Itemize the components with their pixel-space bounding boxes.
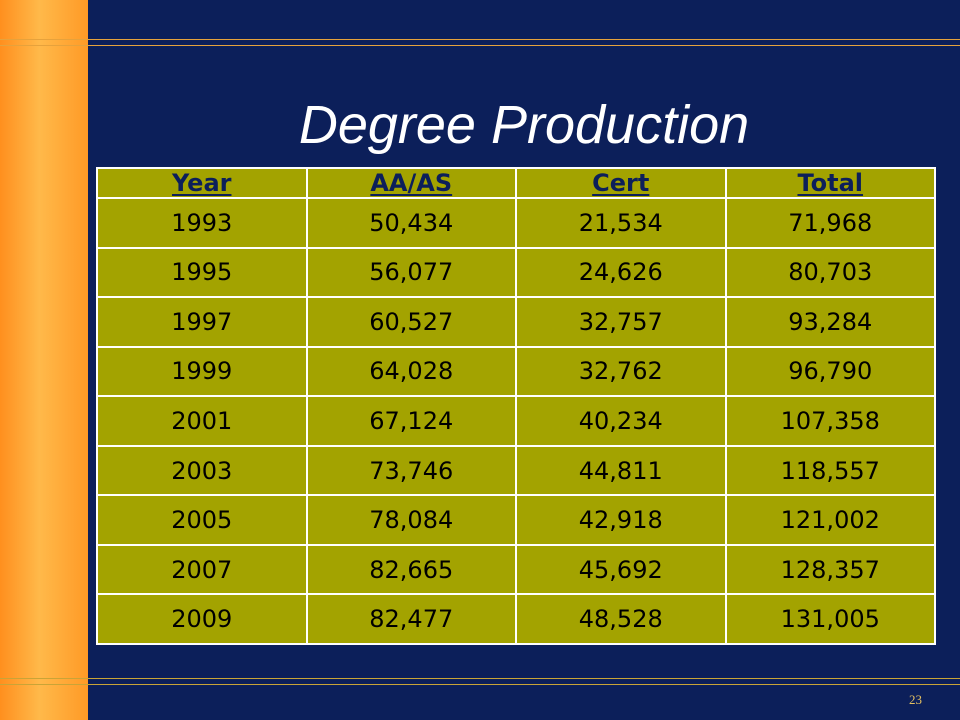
cell-year: 1999 [96,345,308,398]
table-header-row: Year AA/AS Cert Total [96,167,936,199]
degree-production-table: Year AA/AS Cert Total 1993 50,434 21,534… [96,167,936,645]
table-row: 1999 64,028 32,762 96,790 [96,345,936,398]
bottom-rule-1 [0,678,960,679]
cell-cert: 42,918 [515,494,727,546]
cell-cert: 40,234 [515,395,727,447]
cell-cert: 32,762 [515,345,727,398]
slide-title: Degree Production [298,95,750,155]
cell-year: 2003 [96,444,308,497]
cell-cert: 44,811 [515,444,727,497]
cell-cert: 32,757 [515,296,727,348]
bottom-rule-2 [0,684,960,685]
cell-aa-as: 50,434 [305,197,517,249]
header-year: Year [96,167,308,199]
cell-aa-as: 56,077 [305,246,517,299]
degree-table-container: Year AA/AS Cert Total 1993 50,434 21,534… [96,167,936,645]
cell-year: 1995 [96,246,308,299]
cell-cert: 24,626 [515,246,727,299]
header-aa-as: AA/AS [305,167,517,199]
cell-total: 96,790 [724,345,936,398]
cell-year: 1997 [96,296,308,348]
cell-aa-as: 78,084 [305,494,517,546]
top-rule-1 [0,39,960,40]
cell-aa-as: 60,527 [305,296,517,348]
cell-total: 131,005 [724,593,936,645]
table-row: 2003 73,746 44,811 118,557 [96,444,936,497]
cell-year: 2001 [96,395,308,447]
cell-aa-as: 73,746 [305,444,517,497]
cell-total: 128,357 [724,543,936,596]
cell-total: 107,358 [724,395,936,447]
cell-cert: 21,534 [515,197,727,249]
cell-aa-as: 64,028 [305,345,517,398]
header-total: Total [724,167,936,199]
cell-total: 118,557 [724,444,936,497]
cell-aa-as: 82,665 [305,543,517,596]
table-row: 1997 60,527 32,757 93,284 [96,296,936,348]
cell-total: 121,002 [724,494,936,546]
table-row: 2005 78,084 42,918 121,002 [96,494,936,546]
cell-total: 93,284 [724,296,936,348]
table-row: 2007 82,665 45,692 128,357 [96,543,936,596]
cell-cert: 48,528 [515,593,727,645]
table-row: 2009 82,477 48,528 131,005 [96,593,936,645]
cell-aa-as: 82,477 [305,593,517,645]
top-rule-2 [0,45,960,46]
cell-cert: 45,692 [515,543,727,596]
cell-total: 80,703 [724,246,936,299]
cell-year: 2009 [96,593,308,645]
cell-aa-as: 67,124 [305,395,517,447]
orange-side-bar [0,0,88,720]
cell-year: 1993 [96,197,308,249]
header-cert: Cert [515,167,727,199]
table-row: 2001 67,124 40,234 107,358 [96,395,936,447]
cell-total: 71,968 [724,197,936,249]
table-row: 1995 56,077 24,626 80,703 [96,246,936,299]
page-number: 23 [909,692,922,707]
table-row: 1993 50,434 21,534 71,968 [96,197,936,249]
cell-year: 2005 [96,494,308,546]
cell-year: 2007 [96,543,308,596]
